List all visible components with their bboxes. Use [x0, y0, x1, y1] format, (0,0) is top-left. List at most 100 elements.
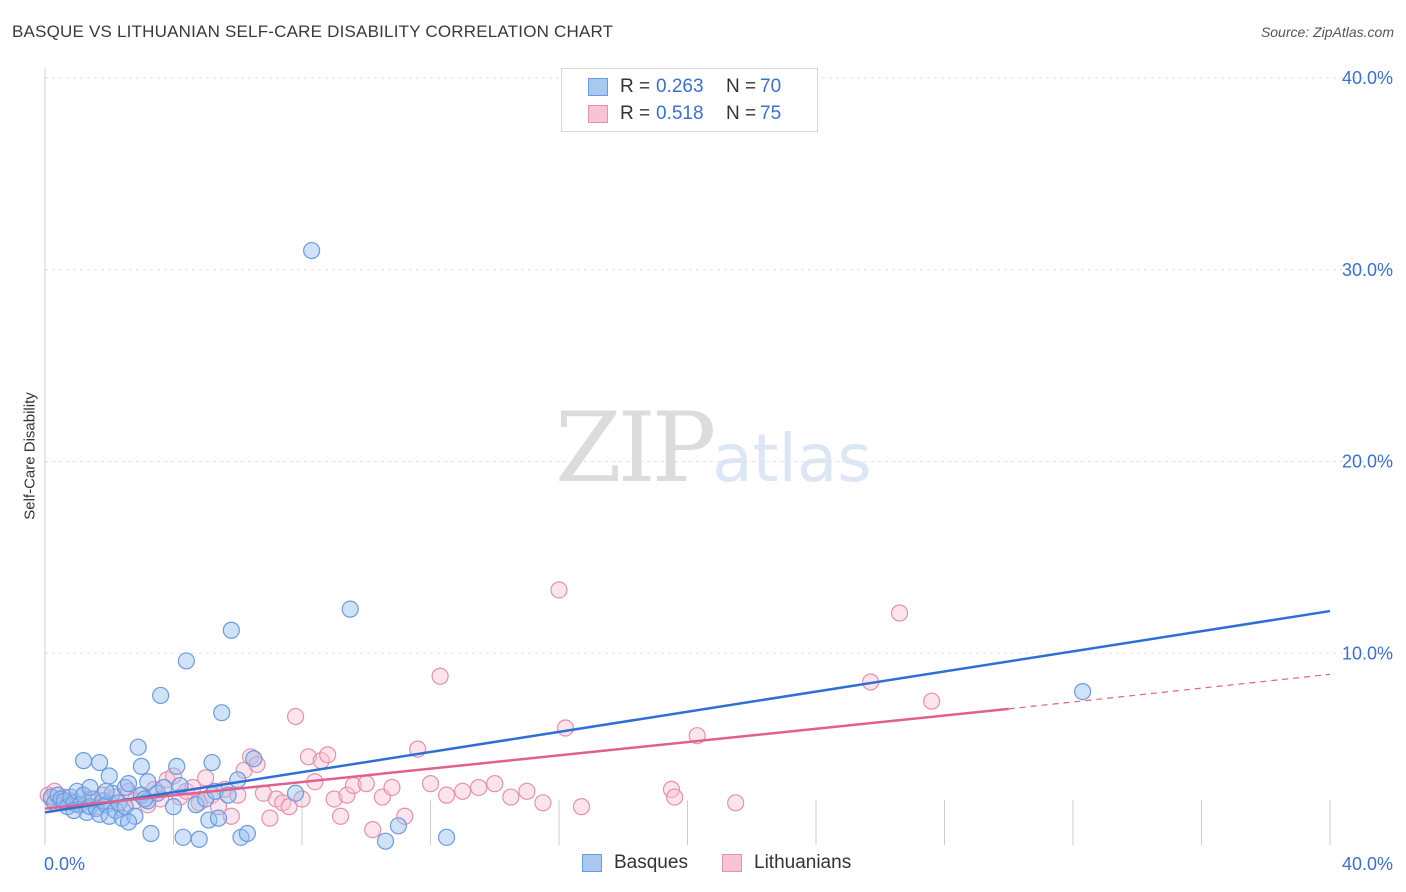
lithuanian-point — [293, 790, 311, 808]
lithuanian-point — [331, 807, 350, 825]
lithuanian-point — [572, 798, 591, 816]
basque-point — [139, 773, 157, 791]
basques-points — [42, 241, 1092, 850]
basque-point — [245, 750, 263, 768]
lithuanian-point — [364, 821, 382, 839]
basque-point — [341, 600, 359, 618]
basque-point — [119, 775, 138, 793]
lithuanian-point — [486, 775, 504, 793]
basques-trend-line — [44, 609, 1331, 814]
basque-point — [376, 832, 395, 850]
correlation-legend: R = 0.263 N = 70 R = 0.518 N = 75 — [561, 68, 818, 132]
basque-point — [132, 757, 150, 775]
y-tick-label: 10.0% — [1342, 643, 1393, 663]
series-legend: Basques Lithuanians — [0, 852, 1406, 878]
legend-r-label: R = — [620, 103, 651, 124]
lithuanian-point — [550, 581, 568, 599]
legend-r-value: 0.263 — [656, 76, 704, 97]
basque-point — [286, 784, 305, 802]
lithuanian-point — [357, 775, 375, 793]
basque-point — [168, 757, 186, 775]
lithuanian-point — [470, 778, 488, 797]
basque-point — [177, 652, 195, 670]
basque-point — [187, 796, 205, 814]
lithuanian-point — [197, 769, 215, 787]
legend-item-basques[interactable]: Basques — [582, 852, 688, 874]
watermark-atlas: atlas — [712, 420, 872, 497]
source-label: Source: ZipAtlas.com — [1260, 24, 1394, 40]
legend-n-label: N = — [726, 103, 757, 124]
basque-point — [209, 809, 228, 827]
lithuanian-point — [518, 782, 536, 800]
y-tick-label: 20.0% — [1342, 452, 1393, 472]
lithuanian-point — [164, 767, 183, 785]
axes — [44, 68, 1331, 845]
basque-point — [222, 621, 240, 639]
basques-swatch — [588, 78, 608, 96]
lithuanian-point — [421, 775, 440, 793]
lithuanian-point — [299, 748, 318, 766]
x-tick-label-max: 40.0% — [1342, 854, 1393, 874]
basque-point — [437, 828, 456, 846]
lithuanian-point — [222, 807, 240, 825]
lithuanian-point — [666, 788, 684, 806]
lithuanian-point — [727, 794, 745, 812]
lithuanians-swatch — [722, 854, 742, 872]
legend-item-lithuanians[interactable]: Lithuanians — [722, 852, 851, 874]
legend-r-value: 0.518 — [656, 103, 704, 124]
lithuanian-point — [534, 794, 552, 812]
legend-n-value: 70 — [760, 76, 782, 97]
basque-point — [190, 830, 208, 848]
lithuanians-swatch — [588, 105, 608, 123]
legend-label-basques: Basques — [614, 852, 688, 873]
y-tick-label: 40.0% — [1342, 68, 1393, 88]
legend-n-label: N = — [726, 76, 757, 97]
lithuanians-trend-line — [44, 707, 1009, 810]
legend-n-value: 75 — [760, 103, 782, 124]
lithuanian-point — [502, 788, 520, 806]
lithuanian-point — [286, 707, 305, 726]
basque-point — [203, 753, 221, 772]
basque-point — [119, 813, 138, 831]
lithuanians-trend-extension — [1008, 673, 1331, 710]
basque-point — [213, 704, 231, 722]
basque-point — [81, 778, 99, 797]
watermark-zip: ZIP — [555, 392, 716, 504]
basque-point — [100, 807, 118, 825]
legend-row-lithuanians: R = 0.518 N = 75 — [588, 103, 781, 125]
basque-point — [1074, 682, 1092, 701]
lithuanian-point — [923, 692, 941, 710]
legend-label-lithuanians: Lithuanians — [754, 852, 852, 873]
basque-point — [164, 798, 183, 816]
lithuanian-point — [431, 667, 449, 685]
basque-point — [142, 824, 160, 843]
lithuanian-point — [383, 778, 401, 797]
lithuanian-point — [556, 719, 575, 737]
basque-point — [91, 753, 109, 772]
lithuanian-point — [261, 809, 279, 827]
lithuanian-point — [396, 807, 414, 825]
grid-lines — [45, 77, 1395, 654]
lithuanian-point — [319, 746, 337, 764]
lithuanian-point — [229, 786, 247, 804]
trend-lines — [44, 609, 1331, 814]
lithuanian-point — [437, 786, 456, 804]
basque-point — [238, 824, 256, 843]
basque-point — [174, 828, 192, 846]
legend-r-label: R = — [620, 76, 651, 97]
basques-swatch — [582, 854, 602, 872]
basque-point — [152, 686, 170, 705]
lithuanian-point — [454, 782, 472, 800]
lithuanians-points — [39, 581, 941, 839]
basque-point — [129, 738, 147, 756]
tick-labels: 10.0% 20.0% 30.0% 40.0% 0.0% 40.0% — [44, 68, 1393, 874]
basque-point — [74, 752, 93, 770]
basque-point — [100, 767, 118, 785]
x-tick-label-min: 0.0% — [44, 854, 85, 874]
legend-row-basques: R = 0.263 N = 70 — [588, 76, 781, 98]
lithuanian-point — [325, 790, 343, 808]
watermark: ZIPatlas — [555, 400, 872, 497]
lithuanian-point — [338, 786, 356, 804]
basque-point — [229, 771, 247, 789]
